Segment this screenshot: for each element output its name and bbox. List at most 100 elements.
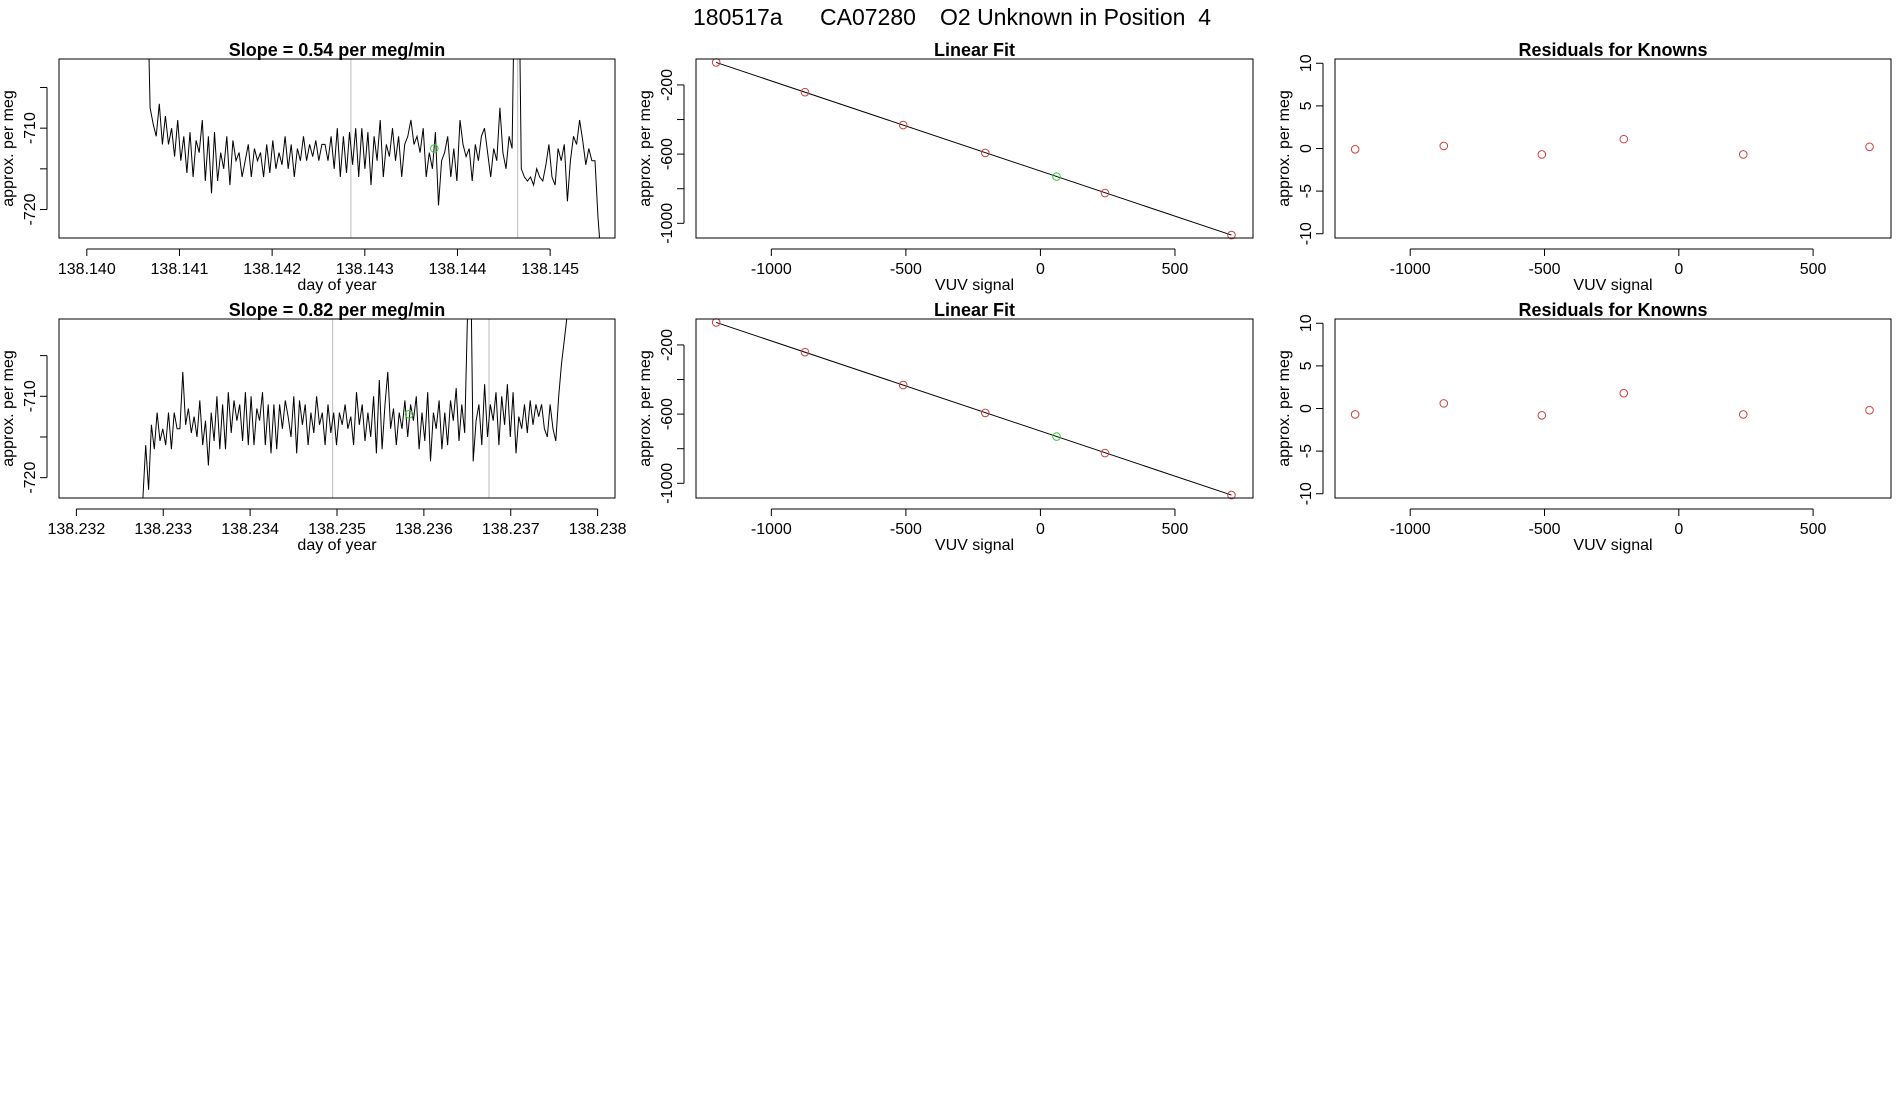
known-point	[1537, 150, 1547, 159]
plot-frame	[1334, 58, 1892, 239]
plot-frame	[695, 318, 1254, 499]
x-tick-label: 138.235	[308, 521, 366, 538]
unknown-point	[1052, 172, 1061, 181]
x-axis-label: VUV signal	[1573, 277, 1652, 294]
x-tick-label: 138.233	[134, 521, 192, 538]
y-tick-label: -720	[22, 193, 39, 225]
known-point	[1100, 448, 1110, 458]
x-tick-label: 500	[1162, 521, 1189, 538]
x-tick-label: 138.238	[569, 521, 627, 538]
known-point	[1537, 411, 1547, 420]
y-tick-label: 0	[1298, 144, 1315, 153]
x-tick-label: 138.234	[221, 521, 279, 538]
y-axis-label: approx. per meg	[637, 90, 654, 207]
y-tick-label: -720	[22, 462, 39, 494]
plot-frame	[58, 318, 616, 499]
plot-frame	[1334, 318, 1892, 499]
x-tick-label: -500	[1528, 521, 1560, 538]
y-tick-label: -10	[1298, 222, 1315, 245]
x-axis-label: VUV signal	[1573, 537, 1652, 554]
x-tick-label: -1000	[751, 521, 792, 538]
y-tick-label: 10	[1298, 314, 1315, 332]
known-point	[1439, 141, 1449, 151]
x-tick-label: 0	[1036, 261, 1045, 278]
x-tick-label: 138.237	[482, 521, 540, 538]
unknown-point	[1052, 432, 1061, 441]
x-tick-label: 138.232	[47, 521, 105, 538]
chart-panel-3: Residuals for Knowns -1000 -500 0 500 VUV sig…	[1276, 40, 1892, 294]
x-tick-label: 0	[1036, 521, 1045, 538]
x-axis-label: day of year	[297, 537, 377, 554]
chart-panel-5: Linear Fit -1000 -500 0 500 VUV signal -1000 -6…	[637, 300, 1254, 554]
x-tick-label: -1000	[751, 261, 792, 278]
plot-frame	[58, 58, 616, 239]
data-series-line	[142, 319, 568, 498]
figure-title: 180517a CA07280 O2 Unknown in Position 4	[0, 2, 1900, 32]
y-tick-label: -5	[1298, 444, 1315, 458]
chart-panel-1: Slope = 0.54 per meg/min 138.140 138.141 13…	[0, 40, 616, 294]
x-tick-label: -500	[1528, 261, 1560, 278]
y-tick-label: -600	[659, 138, 676, 170]
known-point	[800, 347, 810, 357]
y-tick-label: -1000	[659, 463, 676, 504]
known-point	[1227, 490, 1236, 500]
y-axis-label: approx. per meg	[0, 350, 17, 467]
known-point	[980, 148, 990, 158]
y-tick-label: -710	[22, 112, 39, 144]
plot-frame	[695, 58, 1254, 239]
y-tick-label: 0	[1298, 404, 1315, 413]
chart-title: Linear Fit	[934, 300, 1015, 320]
x-axis-label: day of year	[297, 277, 377, 294]
x-tick-label: 500	[1162, 261, 1189, 278]
known-point	[800, 87, 810, 97]
y-tick-label: 5	[1298, 101, 1315, 110]
chart-title: Linear Fit	[934, 40, 1015, 60]
y-tick-label: -10	[1298, 482, 1315, 505]
title-date: 180517a	[693, 4, 783, 30]
y-tick-label: 5	[1298, 361, 1315, 370]
known-point	[898, 120, 908, 130]
chart-panel-4: Slope = 0.82 per meg/min 138.232 138.233 13…	[0, 300, 627, 554]
x-axis-label: VUV signal	[935, 537, 1014, 554]
chart-panel-2: Linear Fit -1000 -500 0 500 VUV signal -1000 -6…	[637, 40, 1254, 294]
known-point	[1350, 410, 1360, 419]
known-point	[1227, 230, 1236, 240]
y-tick-label: -710	[22, 380, 39, 412]
y-axis-label: approx. per meg	[1276, 90, 1293, 207]
known-point	[1619, 134, 1629, 144]
x-tick-label: 138.140	[58, 261, 116, 278]
fit-line	[716, 321, 1232, 496]
x-tick-label: 500	[1800, 261, 1827, 278]
chart-title: Residuals for Knowns	[1518, 300, 1707, 320]
x-axis-label: VUV signal	[935, 277, 1014, 294]
known-point	[1738, 410, 1748, 419]
y-axis-label: approx. per meg	[0, 90, 17, 207]
unknown-point	[404, 409, 414, 419]
known-point	[1100, 188, 1110, 198]
unknown-point	[430, 144, 439, 153]
x-tick-label: 138.145	[521, 261, 579, 278]
y-tick-label: -600	[659, 398, 676, 430]
y-tick-label: -1000	[659, 203, 676, 244]
y-tick-label: -5	[1298, 184, 1315, 198]
x-tick-label: 500	[1800, 521, 1827, 538]
y-axis-label: approx. per meg	[637, 350, 654, 467]
x-tick-label: -1000	[1390, 521, 1431, 538]
known-point	[1350, 145, 1360, 154]
x-tick-label: -500	[890, 521, 922, 538]
chart-title: Slope = 0.82 per meg/min	[229, 300, 446, 320]
known-point	[898, 380, 908, 390]
x-tick-label: -1000	[1390, 261, 1431, 278]
known-point	[1619, 388, 1629, 398]
known-point	[1439, 399, 1449, 408]
x-tick-label: -500	[890, 261, 922, 278]
x-tick-label: 0	[1674, 261, 1683, 278]
x-tick-label: 138.144	[429, 261, 487, 278]
title-tank: CA07280	[820, 4, 916, 30]
known-point	[1738, 150, 1748, 159]
x-tick-label: 138.143	[336, 261, 394, 278]
data-series-line	[148, 59, 601, 238]
y-tick-label: 10	[1298, 54, 1315, 72]
chart-panel-6: Residuals for Knowns -1000 -500 0 500 VUV sig…	[1276, 300, 1892, 554]
